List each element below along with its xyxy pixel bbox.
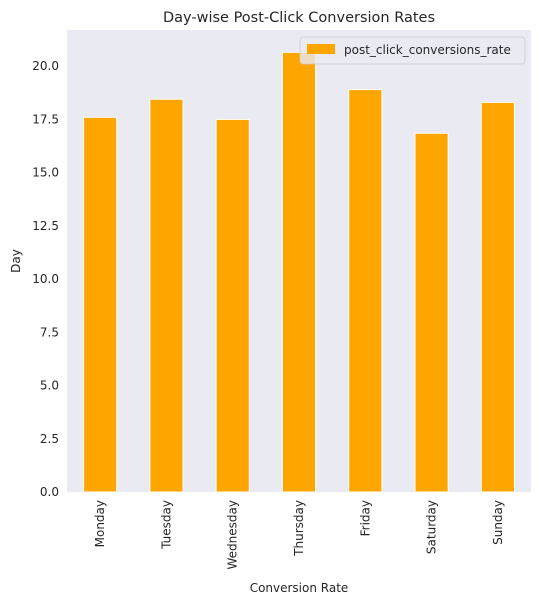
y-tick-label: 17.5 (32, 112, 59, 126)
x-axis: Monday Tuesday Wednesday Thursday Friday Satu… (93, 500, 505, 569)
y-axis-label: Day (9, 249, 23, 273)
x-tick-label: Tuesday (159, 500, 173, 550)
bar (480, 101, 515, 493)
y-tick-label: 5.0 (40, 379, 59, 393)
y-tick-label: 0.0 (40, 485, 59, 499)
x-tick-label: Saturday (425, 500, 439, 554)
legend-label: post_click_conversions_rate (344, 43, 511, 57)
bar (149, 98, 184, 493)
x-tick-label: Thursday (292, 500, 306, 557)
y-axis: 0.0 2.5 5.0 7.5 10.0 12.5 15.0 17.5 20.0 (32, 59, 59, 499)
x-tick-label: Sunday (491, 500, 505, 545)
y-tick-label: 20.0 (32, 59, 59, 73)
x-axis-label: Conversion Rate (250, 581, 349, 595)
y-tick-label: 15.0 (32, 166, 59, 180)
y-tick-label: 7.5 (40, 325, 59, 339)
legend-swatch (307, 44, 335, 54)
bar (83, 116, 118, 493)
x-tick-label: Friday (358, 500, 372, 536)
y-tick-label: 10.0 (32, 272, 59, 286)
bar (348, 89, 383, 493)
bar (281, 51, 317, 493)
bar (215, 118, 250, 493)
x-tick-label: Wednesday (226, 500, 240, 569)
legend: post_click_conversions_rate (299, 36, 526, 65)
y-tick-label: 12.5 (32, 219, 59, 233)
chart-title: Day-wise Post-Click Conversion Rates (163, 10, 435, 26)
x-tick-label: Monday (93, 500, 107, 547)
legend-box (299, 36, 526, 65)
y-tick-label: 2.5 (40, 432, 59, 446)
bar-series (83, 51, 515, 493)
bar (414, 132, 449, 493)
